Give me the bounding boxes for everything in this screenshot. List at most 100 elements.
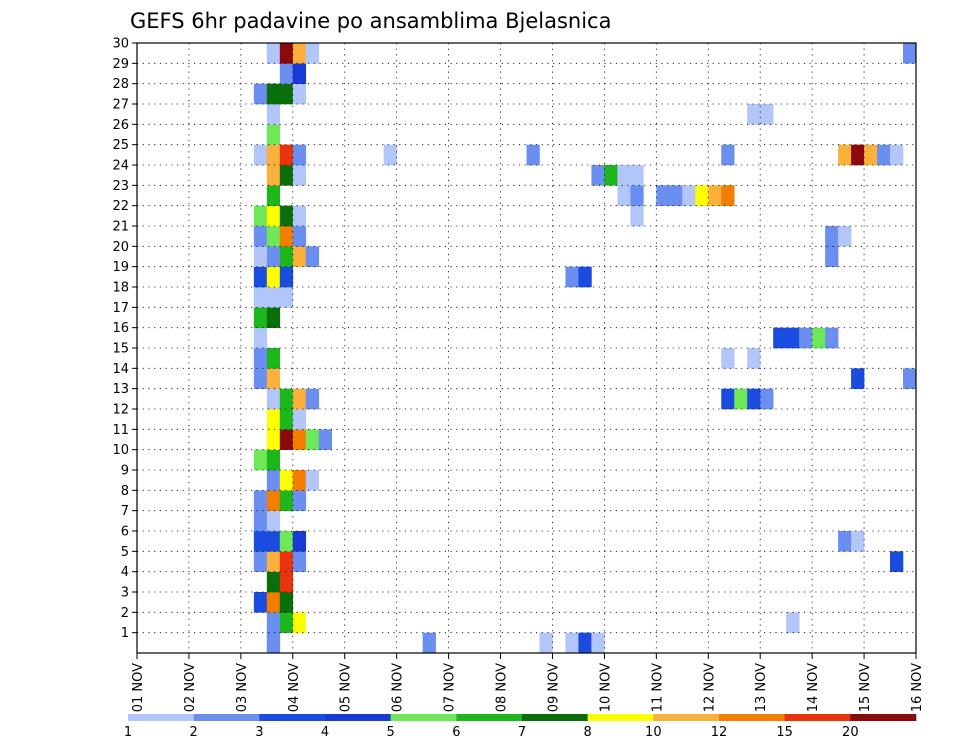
heatmap-cell (708, 185, 722, 206)
heatmap-cell (890, 551, 904, 572)
y-tick-label: 5 (121, 545, 129, 560)
x-tick-label: 10 NOV (598, 663, 613, 712)
legend-label: 5 (387, 725, 395, 740)
y-tick-label: 8 (121, 484, 129, 499)
heatmap-cell (253, 307, 268, 328)
heatmap-cell (305, 470, 320, 491)
heatmap-cell (292, 205, 307, 227)
heatmap-cell (266, 632, 281, 654)
heatmap-cell (669, 185, 683, 206)
heatmap-cell (266, 368, 281, 389)
y-tick-label: 24 (112, 159, 129, 174)
heatmap-cell (825, 226, 839, 247)
heatmap-cell (266, 551, 281, 572)
heatmap-cell (253, 592, 268, 613)
heatmap-cell (305, 429, 320, 450)
heatmap-cell (747, 348, 761, 369)
x-tick-label: 06 NOV (391, 663, 406, 712)
heatmap-cell (786, 327, 800, 349)
heatmap-cell (292, 409, 307, 430)
y-tick-label: 30 (112, 37, 129, 52)
heatmap-cell (747, 388, 761, 410)
heatmap-cell (266, 449, 281, 471)
heatmap-cell (773, 327, 787, 349)
heatmap-cell (721, 144, 735, 166)
heatmap-cell (838, 226, 852, 247)
heatmap-cell (292, 490, 307, 511)
heatmap-cell (266, 490, 281, 511)
heatmap-cell (266, 185, 281, 206)
heatmap-cell (279, 226, 294, 247)
heatmap-cell (656, 185, 670, 206)
heatmap-cell (422, 632, 436, 654)
x-tick-label: 09 NOV (546, 663, 561, 712)
heatmap-cell (279, 612, 294, 633)
heatmap-cell (617, 165, 631, 186)
heatmap-cell (305, 246, 320, 267)
heatmap-cell (838, 531, 852, 552)
y-axis: 1234567891011121314151617181920212223242… (112, 37, 137, 641)
legend-swatch (325, 714, 391, 721)
y-tick-label: 15 (112, 342, 129, 357)
heatmap-cell (292, 63, 307, 84)
heatmap-cell (292, 246, 307, 267)
y-tick-label: 13 (112, 382, 129, 397)
y-tick-label: 17 (112, 301, 129, 316)
chart-title: GEFS 6hr padavine po ansamblima Bjelasni… (130, 9, 611, 33)
heatmap-cell (279, 429, 294, 450)
heatmap-cell (825, 246, 839, 267)
heatmap-cell (266, 165, 281, 186)
y-tick-label: 6 (121, 525, 129, 540)
x-tick-label: 05 NOV (339, 663, 354, 712)
heatmap-cell (591, 165, 605, 186)
legend-label: 10 (645, 725, 662, 740)
heatmap-cell (903, 368, 917, 389)
heatmap-cell (279, 144, 294, 166)
heatmap-cell (383, 144, 397, 166)
heatmap-cell (877, 144, 891, 166)
heatmap-cell (292, 531, 307, 552)
legend-swatch (850, 714, 917, 721)
legend-swatch (259, 714, 326, 721)
legend-label: 15 (776, 725, 793, 740)
x-tick-label: 11 NOV (650, 663, 665, 712)
heatmap-cell (565, 632, 579, 654)
heatmap-cell (266, 83, 281, 105)
heatmap-cell (305, 43, 320, 64)
heatmap-cell (266, 592, 281, 613)
heatmap-cell (851, 368, 865, 389)
y-tick-label: 22 (112, 199, 129, 214)
legend-swatch (456, 714, 523, 721)
heatmap-cell (253, 490, 268, 511)
heatmap-cell (578, 266, 592, 288)
legend-label: 12 (711, 725, 728, 740)
y-tick-label: 3 (121, 586, 129, 601)
heatmap-cell (253, 510, 268, 532)
legend-label: 8 (584, 725, 592, 740)
cells-layer (253, 43, 917, 654)
heatmap-cell (253, 226, 268, 247)
heatmap-cell (266, 287, 281, 308)
x-tick-label: 08 NOV (495, 663, 510, 712)
legend-label: 3 (255, 725, 263, 740)
heatmap-cell (721, 348, 735, 369)
heatmap-cell (825, 327, 839, 349)
x-tick-label: 07 NOV (443, 663, 458, 712)
heatmap-cell (786, 612, 800, 633)
heatmap-cell (266, 226, 281, 247)
legend-swatch (522, 714, 588, 721)
heatmap-cell (578, 632, 592, 654)
heatmap-cell (253, 449, 268, 471)
heatmap-cell (890, 144, 904, 166)
y-tick-label: 25 (112, 138, 129, 153)
legend-label: 7 (518, 725, 526, 740)
grid-layer (137, 43, 917, 653)
heatmap-cell (604, 165, 618, 186)
heatmap-cell (279, 165, 294, 186)
heatmap-cell (266, 409, 281, 430)
heatmap-cell (526, 144, 540, 166)
heatmap-cell (279, 246, 294, 267)
y-tick-label: 26 (112, 118, 129, 133)
heatmap-cell (266, 388, 281, 410)
